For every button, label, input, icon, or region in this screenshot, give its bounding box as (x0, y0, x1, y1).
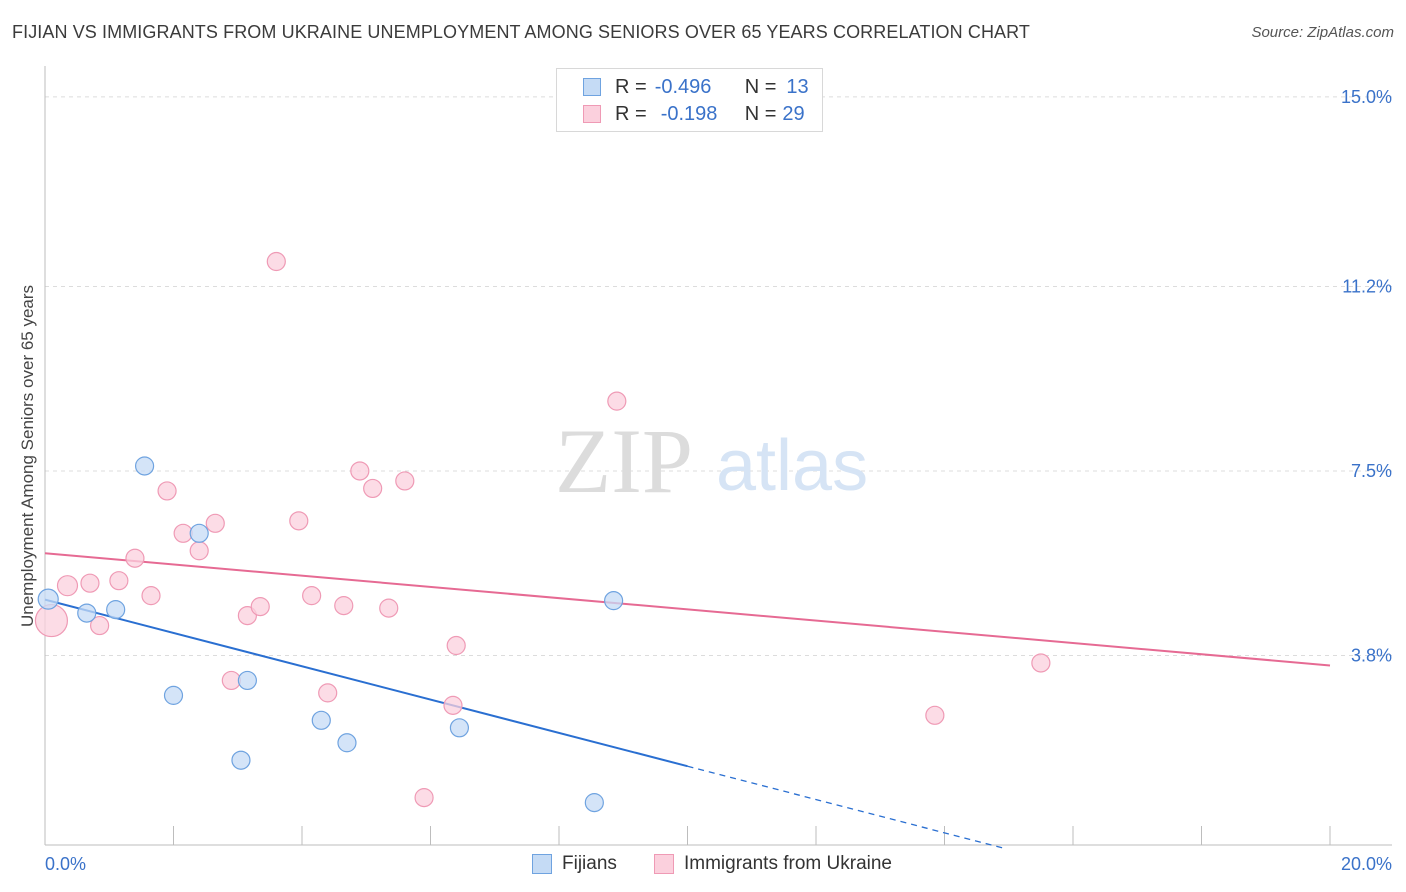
ukraine-point (318, 683, 338, 703)
legend-n-label: N = (744, 75, 777, 98)
fijians-point (37, 588, 59, 610)
source-label: Source: ZipAtlas.com (1251, 24, 1394, 41)
legend-n-value: 29 (782, 102, 805, 125)
legend-r-label: R = (615, 75, 647, 98)
fijians-swatch (583, 78, 601, 96)
gridlines (45, 96, 1392, 656)
fijians-point (337, 733, 357, 753)
ukraine-trend-line (44, 552, 1331, 667)
axes (44, 66, 1392, 846)
fijians-point (163, 685, 184, 705)
ukraine-legend-label: Immigrants from Ukraine (684, 853, 892, 874)
legend-item-fijians: Fijians (532, 851, 617, 877)
legend-r-label: R = (615, 102, 647, 125)
stats-legend: R = -0.496 N = 13 R = -0.198 N = 29 (556, 68, 823, 132)
watermark-atlas: atlas (716, 426, 868, 506)
legend-r-value: -0.198 (660, 102, 718, 125)
ukraine-point (90, 615, 110, 636)
fijians-point (449, 718, 470, 738)
legend-item-ukraine: Immigrants from Ukraine (654, 851, 892, 877)
fijians-point (134, 456, 155, 476)
fijians-trend-extension (687, 765, 1003, 849)
fijians-trend-line (44, 598, 688, 768)
ukraine-point (395, 471, 415, 491)
ukraine-point (363, 478, 383, 499)
ukraine-point (1031, 653, 1051, 673)
ukraine-swatch (583, 105, 601, 123)
fijians-point (584, 793, 604, 813)
x-tick-label: 20.0% (1341, 854, 1392, 874)
legend-n-label: N = (744, 102, 777, 125)
ukraine-point (34, 603, 69, 638)
ukraine-point (289, 511, 309, 531)
ukraine-point (443, 695, 463, 715)
fijians-point (311, 710, 331, 730)
chart-title: FIJIAN VS IMMIGRANTS FROM UKRAINE UNEMPL… (12, 22, 1031, 42)
y-tick-label: 15.0% (1341, 87, 1392, 107)
ukraine-point (109, 571, 129, 591)
ukraine-point (221, 670, 241, 691)
legend-r-value: -0.496 (654, 75, 712, 98)
ukraine-point (607, 391, 627, 411)
fijians-point (106, 600, 126, 620)
y-tick-label: 11.2% (1342, 276, 1392, 296)
ukraine-point (250, 597, 270, 617)
x-tick-label: 0.0% (45, 854, 86, 874)
fijians-legend-swatch (532, 854, 552, 874)
ukraine-point (414, 788, 434, 808)
ukraine-point (56, 575, 79, 597)
ukraine-point (302, 586, 322, 606)
legend-n-value: 13 (786, 75, 809, 98)
watermark-zip: ZIP (555, 410, 693, 512)
ukraine-point (379, 598, 399, 618)
ukraine-point (446, 635, 466, 656)
ukraine-point (925, 705, 945, 725)
tick-labels: 3.8% 7.5% 11.2% 15.0% 0.0% 20.0% (45, 87, 1392, 874)
ukraine-point (157, 481, 177, 501)
fijians-point (237, 670, 257, 691)
y-tick-label: 3.8% (1351, 645, 1392, 665)
ukraine-point (141, 586, 161, 606)
fijians-point (77, 603, 97, 623)
ukraine-legend-swatch (654, 854, 674, 874)
watermark: ZIP atlas (555, 410, 868, 512)
ukraine-point (334, 596, 354, 616)
ukraine-point (173, 523, 193, 543)
ukraine-point (80, 573, 100, 593)
ukraine-point (205, 513, 225, 533)
ukraine-point (266, 251, 286, 272)
fijians-point (189, 523, 209, 543)
ukraine-point (189, 541, 209, 561)
fijians-legend-label: Fijians (562, 853, 617, 874)
ukraine-point (125, 548, 145, 568)
legend-row-fijians: R = -0.496 N = 13 (557, 73, 809, 101)
trend-lines (44, 552, 1331, 849)
fijians-point (231, 750, 251, 770)
data-points (34, 251, 1051, 813)
fijians-point (604, 591, 624, 611)
y-axis-label: Unemployment Among Seniors over 65 years (18, 285, 37, 627)
y-tick-label: 7.5% (1351, 461, 1392, 481)
legend-row-ukraine: R = -0.198 N = 29 (557, 100, 805, 128)
ukraine-point (350, 461, 370, 481)
